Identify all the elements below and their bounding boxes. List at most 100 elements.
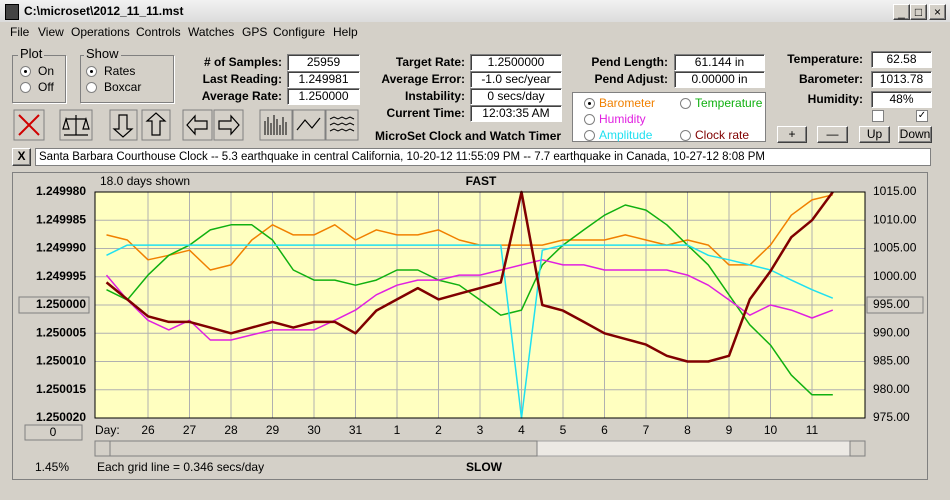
- checkbox[interactable]: [872, 110, 884, 122]
- series-line: [106, 244, 834, 419]
- field-label: Barometer:: [798, 72, 863, 86]
- series-line: [106, 194, 833, 271]
- scroll-left[interactable]: [94, 440, 111, 457]
- menu-item[interactable]: View: [38, 25, 64, 39]
- field-value: 48%: [871, 91, 932, 108]
- menu-item[interactable]: GPS: [242, 25, 268, 39]
- x-tick-label: 11: [806, 423, 819, 437]
- legend-label[interactable]: Humidity: [599, 112, 646, 126]
- chart: 18.0 days shown FAST SLOW Day: 0 1.45% E…: [12, 172, 928, 480]
- y2-tick-label: 980.00: [873, 382, 910, 396]
- y2-tick-label: 995.00: [873, 297, 910, 311]
- fast-label: FAST: [466, 174, 497, 188]
- radio[interactable]: [680, 130, 691, 141]
- field-value: 61.144 in: [674, 54, 765, 71]
- y-tick-label: 1.250000: [36, 297, 86, 311]
- y2-tick-label: 1005.00: [873, 241, 917, 255]
- scroll-thumb[interactable]: [109, 440, 538, 457]
- close-window-button[interactable]: ×: [929, 4, 946, 20]
- field-label: Target Rate:: [395, 55, 465, 69]
- y2-tick-label: 1000.00: [873, 269, 917, 283]
- x-tick-label: 4: [518, 423, 525, 437]
- field-value: 62.58: [871, 51, 932, 68]
- y-tick-label: 1.250005: [36, 325, 86, 339]
- up-arrow-button[interactable]: [141, 109, 171, 141]
- y-tick-label: 1.250015: [36, 382, 86, 396]
- legend-label[interactable]: Temperature: [695, 96, 763, 110]
- up-button[interactable]: Up: [859, 126, 890, 143]
- field-value: 1.2500000: [470, 54, 562, 71]
- down-button[interactable]: Down: [898, 126, 932, 143]
- days-shown: 18.0 days shown: [100, 174, 190, 188]
- menu-item[interactable]: Operations: [71, 25, 130, 39]
- zoom-value: 0: [50, 425, 57, 439]
- radio[interactable]: [584, 98, 595, 109]
- y2-tick-label: 975.00: [873, 410, 910, 424]
- menu-item[interactable]: Controls: [136, 25, 181, 39]
- maximize-button[interactable]: □: [910, 4, 927, 20]
- radio[interactable]: [584, 130, 595, 141]
- radio-label[interactable]: On: [38, 64, 55, 78]
- field-label: Pend Length:: [591, 55, 668, 69]
- x-tick-label: 3: [477, 423, 484, 437]
- radio[interactable]: [86, 66, 97, 77]
- x-tick-label: 31: [349, 423, 363, 437]
- y-tick-label: 1.250020: [36, 410, 86, 424]
- scroll-right[interactable]: [849, 440, 866, 457]
- field-value: 25959: [287, 54, 360, 71]
- minimize-button[interactable]: _: [893, 4, 910, 20]
- field-label: Instability:: [404, 89, 465, 103]
- tick-button: [18, 296, 90, 314]
- field-label: Current Time:: [386, 106, 465, 120]
- x-tick-label: 9: [726, 423, 733, 437]
- down-arrow-button[interactable]: [109, 109, 138, 141]
- caption: MicroSet Clock and Watch Timer: [375, 129, 562, 143]
- field-value: 1.249981: [287, 71, 360, 88]
- field-value: 0.00000 in: [674, 71, 765, 88]
- radio-label[interactable]: Off: [38, 80, 54, 94]
- toolbar: [13, 109, 359, 141]
- radio[interactable]: [20, 82, 31, 93]
- field-label: Average Rate:: [201, 89, 282, 103]
- show-group-title: Show: [84, 46, 121, 61]
- field-label: Temperature:: [787, 52, 863, 66]
- x-tick-label: 26: [141, 423, 155, 437]
- zoom-box[interactable]: [24, 424, 83, 441]
- field-label: Pend Adjust:: [594, 72, 668, 86]
- y-tick-label: 1.249985: [36, 212, 86, 226]
- dismiss-button[interactable]: X: [12, 148, 31, 166]
- noise-button[interactable]: [325, 109, 359, 141]
- x-tick-label: 5: [560, 423, 567, 437]
- field-value: -1.0 sec/year: [470, 71, 562, 88]
- field-label: Last Reading:: [202, 72, 282, 86]
- legend-label[interactable]: Barometer: [599, 96, 656, 110]
- radio[interactable]: [20, 66, 31, 77]
- radio[interactable]: [584, 114, 595, 125]
- menu-item[interactable]: Help: [333, 25, 358, 39]
- radio[interactable]: [680, 98, 691, 109]
- y2-tick-label: 990.00: [873, 325, 910, 339]
- x-tick-label: 30: [307, 423, 321, 437]
- x-tick-label: 1: [394, 423, 401, 437]
- plus-button[interactable]: +: [777, 126, 807, 143]
- radio-label[interactable]: Boxcar: [104, 80, 142, 94]
- plot-group: [12, 55, 66, 103]
- minus-button[interactable]: —: [817, 126, 848, 143]
- legend-label[interactable]: Amplitude: [599, 128, 653, 142]
- field-value: 12:03:35 AM: [470, 105, 562, 122]
- x-tick-label: 8: [684, 423, 691, 437]
- y2-tick-label: 985.00: [873, 354, 910, 368]
- legend-label[interactable]: Clock rate: [695, 128, 750, 142]
- x-tick-label: 28: [224, 423, 238, 437]
- menu-item[interactable]: Watches: [188, 25, 235, 39]
- menu-item[interactable]: Configure: [273, 25, 326, 39]
- field-value: 0 secs/day: [470, 88, 562, 105]
- y2-tick-label: 1015.00: [873, 184, 917, 198]
- radio[interactable]: [86, 82, 97, 93]
- window-title: C:\microset\2012_11_11.mst: [24, 4, 184, 18]
- menu-item[interactable]: File: [10, 25, 30, 39]
- checkbox[interactable]: ✓: [916, 110, 928, 122]
- radio-label[interactable]: Rates: [104, 64, 136, 78]
- y-tick-label: 1.249990: [36, 241, 86, 255]
